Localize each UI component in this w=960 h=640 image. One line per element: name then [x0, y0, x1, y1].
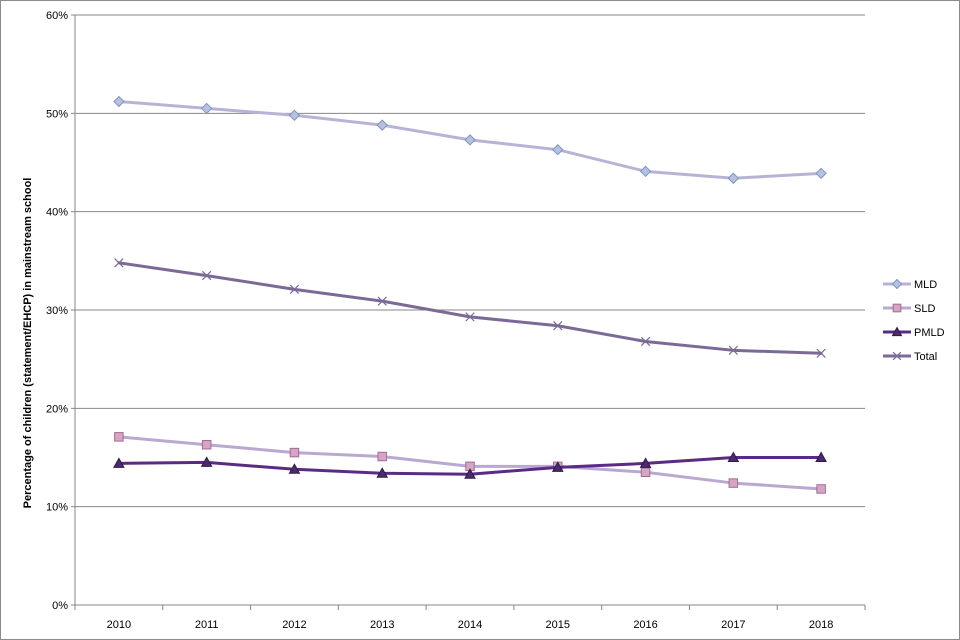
data-point: [728, 345, 739, 355]
data-point-stroke: [728, 345, 739, 355]
data-point: [464, 468, 476, 479]
legend-item-pmld: PMLD: [883, 326, 945, 339]
y-tick-label: 30%: [46, 305, 68, 317]
y-tick-label: 20%: [46, 403, 68, 415]
legend-label-pmld: PMLD: [914, 327, 945, 339]
x-tick-label: 2016: [633, 619, 657, 631]
data-point-stroke: [201, 270, 212, 281]
x-tick-label: 2015: [546, 619, 570, 631]
data-point: [815, 167, 827, 180]
legend-label-sld: SLD: [914, 303, 935, 315]
data-point: [377, 451, 387, 462]
data-point-stroke: [553, 321, 563, 331]
y-tick-label: 10%: [46, 502, 68, 514]
data-point-stroke: [289, 284, 300, 295]
data-point-stroke: [640, 336, 651, 347]
data-point: [640, 467, 651, 477]
x-tick-label: 2014: [458, 619, 482, 631]
data-point: [816, 484, 826, 494]
x-tick-label: 2010: [107, 619, 131, 631]
data-point: [288, 109, 301, 122]
data-point-stroke: [465, 312, 475, 322]
y-axis-label: Percentage of children (statement/EHCP) …: [22, 178, 34, 509]
x-tick-label: 2018: [809, 619, 833, 631]
data-point: [816, 348, 826, 358]
data-point: [464, 134, 476, 146]
legend-item-mld: MLD: [883, 278, 937, 291]
data-point: [200, 456, 213, 467]
legend-item-sld: SLD: [883, 303, 935, 315]
data-point: [891, 326, 903, 337]
data-point: [201, 439, 212, 450]
data-point: [114, 432, 124, 442]
series-total: [114, 258, 826, 358]
data-point: [376, 119, 388, 131]
data-point: [551, 461, 564, 472]
data-point: [552, 144, 564, 156]
y-tick-label: 40%: [46, 207, 68, 219]
series-group: [113, 95, 827, 494]
legend-label-total: Total: [914, 351, 937, 363]
data-point: [113, 95, 125, 108]
gridlines: [75, 14, 865, 508]
series-pmld: [113, 451, 827, 479]
y-tick-label: 60%: [46, 10, 68, 22]
series-mld: [113, 95, 827, 184]
data-point-stroke: [816, 348, 826, 358]
data-point: [728, 478, 739, 488]
legend: MLD SLD PMLD Total: [883, 278, 945, 363]
y-axis: 0% 10% 20% 30% 40% 50% 60%: [46, 10, 76, 612]
data-point: [553, 321, 563, 331]
data-point: [892, 303, 902, 313]
data-point-stroke: [114, 258, 124, 268]
data-point: [815, 451, 827, 462]
data-point: [113, 457, 125, 468]
x-tick-label: 2011: [195, 619, 219, 631]
data-point: [891, 278, 903, 290]
data-point-stroke: [377, 296, 387, 306]
data-point: [114, 258, 124, 268]
y-tick-label: 0%: [52, 600, 68, 612]
data-point-stroke: [892, 351, 902, 361]
series-sld: [114, 432, 826, 494]
y-tick-label: 50%: [46, 108, 68, 120]
data-point: [639, 165, 652, 178]
data-point: [727, 451, 740, 462]
x-tick-label: 2017: [721, 619, 745, 631]
data-point: [288, 463, 301, 474]
data-point: [289, 447, 300, 458]
data-point: [376, 467, 389, 478]
data-point: [892, 351, 902, 361]
x-tick-label: 2013: [370, 619, 394, 631]
data-point: [200, 102, 213, 115]
data-point: [201, 270, 212, 281]
x-tick-label: 2012: [282, 619, 306, 631]
series-line-total: [117, 261, 823, 355]
data-point: [639, 457, 652, 468]
legend-label-mld: MLD: [914, 279, 937, 291]
data-point: [377, 296, 387, 306]
data-point: [727, 172, 740, 184]
legend-item-total: Total: [883, 351, 937, 363]
data-point: [465, 312, 475, 322]
data-point: [289, 284, 300, 295]
x-axis: 2010 2011 2012 2013 2014 2015 2016 2017 2018: [74, 604, 866, 631]
data-point: [640, 336, 651, 347]
